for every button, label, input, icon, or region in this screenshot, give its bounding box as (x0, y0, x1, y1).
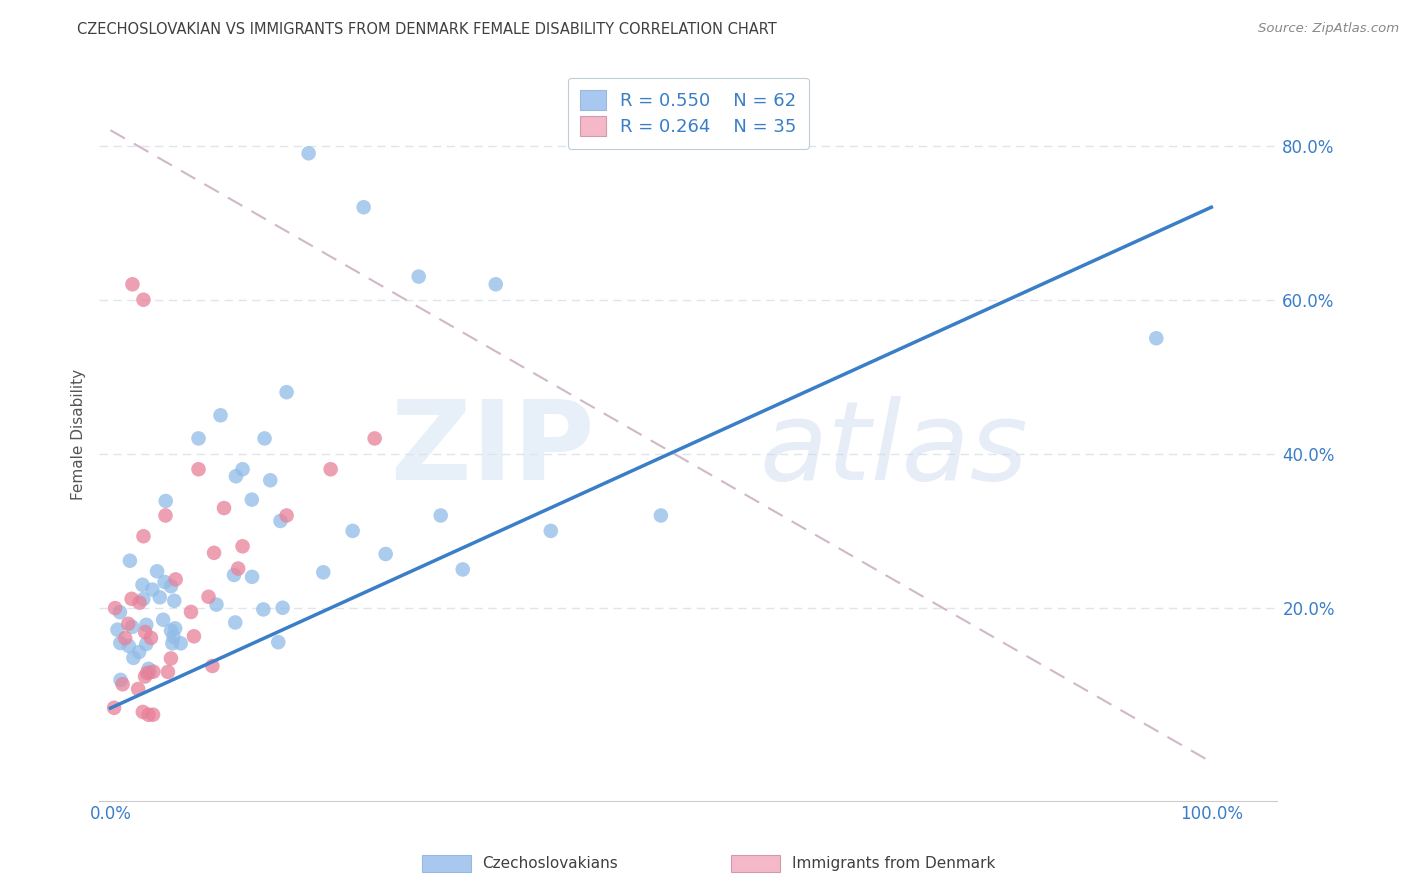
Point (132, 705, 155, 719)
Point (232, 539, 254, 553)
Point (138, 707, 160, 722)
Point (269, 514, 291, 528)
Point (650, 508, 672, 523)
Point (187, 462, 209, 476)
Point (160, 651, 183, 665)
Point (155, 494, 177, 508)
Point (225, 469, 247, 483)
Point (540, 524, 562, 538)
Text: CZECHOSLOVAKIAN VS IMMIGRANTS FROM DENMARK FEMALE DISABILITY CORRELATION CHART: CZECHOSLOVAKIAN VS IMMIGRANTS FROM DENMA… (77, 22, 778, 37)
Point (103, 701, 125, 715)
Point (132, 529, 155, 543)
Point (162, 636, 184, 650)
Point (312, 566, 335, 580)
Point (209, 409, 232, 423)
Point (259, 473, 281, 487)
Point (451, 562, 474, 576)
Point (170, 636, 193, 650)
Point (108, 605, 131, 619)
Point (232, 462, 254, 476)
Point (201, 659, 224, 673)
Text: Immigrants from Denmark: Immigrants from Denmark (792, 856, 995, 871)
Text: Czechoslovakians: Czechoslovakians (482, 856, 619, 871)
Point (132, 293, 155, 307)
Point (353, 200, 375, 214)
Point (319, 462, 342, 476)
Point (134, 669, 156, 683)
Point (138, 662, 160, 676)
Point (202, 546, 225, 560)
Point (135, 617, 157, 632)
Point (363, 432, 385, 446)
Text: ZIP: ZIP (391, 396, 595, 503)
Point (110, 673, 132, 687)
Point (240, 570, 263, 584)
Point (135, 637, 157, 651)
Point (152, 613, 174, 627)
Point (226, 561, 249, 575)
Point (162, 630, 184, 644)
Point (142, 707, 165, 722)
Point (183, 629, 205, 643)
Point (131, 578, 153, 592)
Point (160, 579, 183, 593)
Legend: R = 0.550    N = 62, R = 0.264    N = 35: R = 0.550 N = 62, R = 0.264 N = 35 (568, 78, 808, 149)
Point (222, 568, 245, 582)
Point (128, 645, 150, 659)
Point (117, 616, 139, 631)
Point (165, 621, 187, 635)
Point (160, 624, 183, 638)
Point (342, 524, 364, 538)
Point (205, 598, 228, 612)
Point (122, 651, 145, 665)
Point (132, 592, 155, 607)
Point (107, 623, 129, 637)
Point (118, 554, 141, 568)
Point (110, 636, 132, 650)
Point (187, 432, 209, 446)
Point (128, 596, 150, 610)
Point (111, 677, 134, 691)
Point (276, 385, 298, 400)
Point (180, 605, 202, 619)
Point (121, 620, 143, 634)
Y-axis label: Female Disability: Female Disability (72, 369, 86, 500)
Point (212, 501, 235, 516)
Point (121, 591, 143, 606)
Text: atlas: atlas (759, 396, 1028, 503)
Point (297, 146, 319, 161)
Point (408, 269, 430, 284)
Point (104, 601, 127, 615)
Point (141, 582, 163, 597)
Point (163, 594, 186, 608)
Point (156, 665, 179, 679)
Point (149, 591, 172, 605)
Point (485, 277, 508, 292)
Point (224, 615, 246, 630)
Point (153, 574, 176, 589)
Point (155, 508, 177, 523)
Point (118, 639, 141, 653)
Point (276, 508, 298, 523)
Point (253, 432, 276, 446)
Point (197, 590, 219, 604)
Point (142, 665, 165, 679)
Point (136, 665, 159, 680)
Point (127, 681, 149, 696)
Point (374, 547, 396, 561)
Text: Source: ZipAtlas.com: Source: ZipAtlas.com (1258, 22, 1399, 36)
Point (121, 277, 143, 292)
Point (267, 635, 290, 649)
Point (429, 508, 451, 523)
Point (139, 631, 162, 645)
Point (252, 602, 274, 616)
Point (146, 564, 169, 578)
Point (271, 600, 294, 615)
Point (114, 631, 136, 645)
Point (165, 573, 187, 587)
Point (138, 665, 160, 680)
Point (1144, 331, 1167, 345)
Point (134, 625, 156, 640)
Point (240, 492, 263, 507)
